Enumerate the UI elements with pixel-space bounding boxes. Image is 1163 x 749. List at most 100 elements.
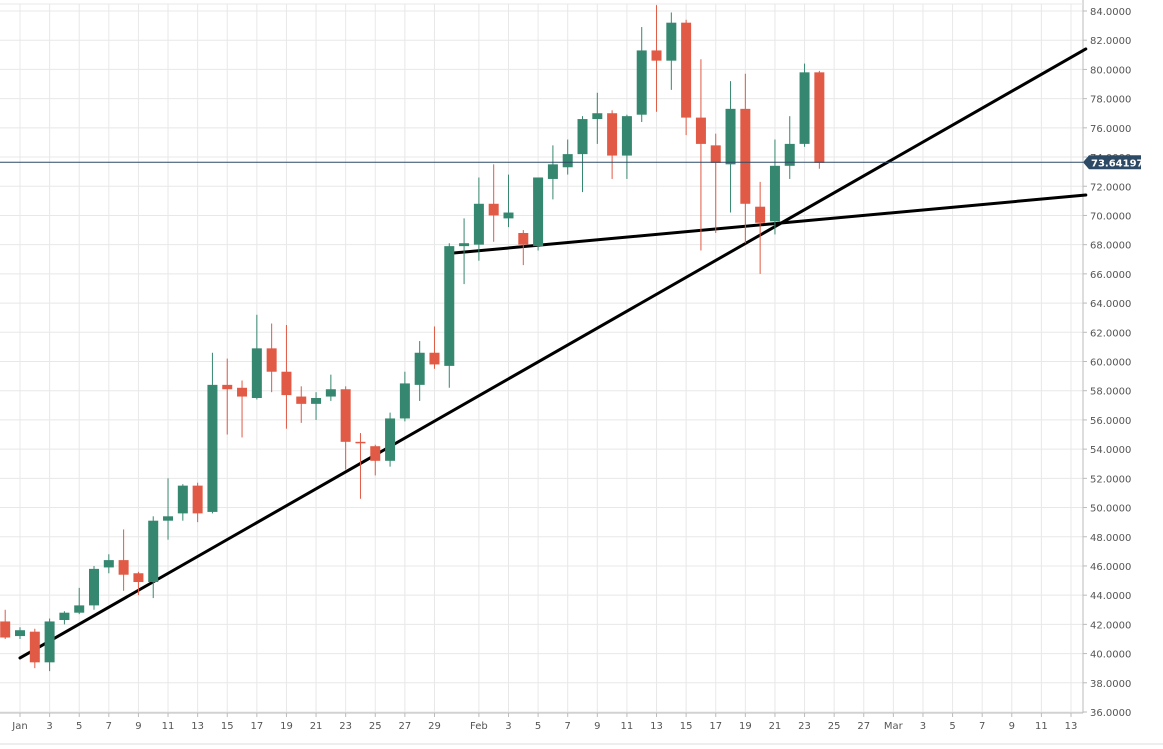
candle-body — [710, 145, 721, 163]
candle-up — [473, 177, 484, 261]
x-tick-label: 9 — [1009, 721, 1015, 732]
candles — [0, 5, 825, 672]
candle-body — [103, 560, 114, 568]
x-tick-label: Mar — [884, 721, 904, 732]
x-tick-label: 23 — [798, 721, 811, 732]
candle-body — [666, 22, 677, 61]
candle-up — [414, 341, 425, 401]
y-tick-label: 50.0000 — [1090, 504, 1131, 515]
current-price-tag — [1083, 155, 1141, 170]
candle-body — [29, 631, 40, 663]
x-tick-label: 11 — [1035, 721, 1048, 732]
y-tick-label: 82.0000 — [1090, 36, 1131, 47]
x-tick-label: 5 — [535, 721, 541, 732]
candle-up — [163, 478, 174, 540]
x-tick-label: 27 — [399, 721, 412, 732]
candle-body — [148, 520, 159, 583]
x-tick-label: 15 — [680, 721, 693, 732]
candle-body — [740, 108, 751, 204]
candle-body — [222, 384, 233, 390]
x-tick-label: 3 — [46, 721, 52, 732]
x-tick-label: Jan — [11, 721, 27, 732]
candle-up — [399, 371, 410, 422]
x-tick-label: 11 — [621, 721, 634, 732]
candle-body — [133, 573, 144, 583]
candle-up — [459, 218, 470, 285]
candle-body — [488, 203, 499, 216]
candle-up — [89, 565, 100, 610]
candle-down — [0, 609, 11, 639]
y-tick-label: 40.0000 — [1090, 650, 1131, 661]
candle-body — [281, 371, 292, 396]
candle-body — [74, 605, 85, 613]
y-tick-label: 84.0000 — [1090, 7, 1131, 18]
candle-up — [15, 627, 25, 639]
trendline — [18, 47, 1088, 660]
x-tick-label: 15 — [221, 721, 234, 732]
candle-body — [207, 384, 218, 512]
y-tick-label: 70.0000 — [1090, 211, 1131, 222]
x-tick-label: 23 — [339, 721, 352, 732]
candle-up — [621, 114, 632, 179]
x-tick-label: 19 — [280, 721, 293, 732]
x-tick-label: 7 — [565, 721, 571, 732]
current-price-marker: 73.641972 — [0, 155, 1151, 170]
candle-body — [473, 203, 484, 245]
candle-up — [325, 374, 336, 401]
candle-body — [518, 232, 529, 245]
x-tick-label: 5 — [76, 721, 82, 732]
candle-down — [192, 482, 203, 523]
candle-down — [740, 73, 751, 244]
candle-up — [207, 352, 218, 514]
y-tick-label: 62.0000 — [1090, 328, 1131, 339]
x-tick-label: 3 — [920, 721, 926, 732]
y-tick-label: 66.0000 — [1090, 270, 1131, 281]
y-tick-label: 64.0000 — [1090, 299, 1131, 310]
x-tick-label: 13 — [1065, 721, 1078, 732]
y-tick-label: 38.0000 — [1090, 679, 1131, 690]
candle-down — [518, 230, 529, 266]
candle-down — [695, 59, 706, 251]
candle-down — [222, 358, 233, 435]
candle-body — [399, 383, 410, 419]
candle-body — [385, 418, 396, 461]
candle-body — [296, 396, 307, 404]
candle-body — [251, 348, 262, 399]
y-tick-label: 42.0000 — [1090, 620, 1131, 631]
candle-body — [681, 22, 692, 118]
x-tick-label: 5 — [949, 721, 955, 732]
candle-up — [59, 611, 70, 625]
candle-up — [769, 139, 780, 235]
candle-down — [355, 433, 366, 499]
candle-down — [237, 380, 248, 438]
trendline — [447, 193, 1088, 255]
candle-up — [562, 139, 573, 175]
candle-body — [370, 446, 381, 461]
candle-body — [414, 352, 425, 385]
x-tick-label: 25 — [828, 721, 841, 732]
candle-up — [103, 554, 114, 574]
y-tick-label: 80.0000 — [1090, 65, 1131, 76]
candle-up — [44, 618, 55, 672]
x-tick-label: 9 — [135, 721, 141, 732]
candle-body — [695, 117, 706, 144]
candle-body — [444, 246, 455, 366]
candle-body — [636, 50, 647, 115]
candle-up — [444, 243, 455, 388]
candle-body — [355, 441, 366, 444]
candle-up — [503, 174, 514, 228]
candle-body — [503, 212, 514, 219]
candle-body — [592, 113, 603, 120]
candle-down — [755, 181, 766, 274]
candle-body — [429, 352, 440, 365]
candle-body — [533, 177, 544, 247]
candle-down — [710, 133, 721, 233]
candle-body — [118, 560, 129, 575]
y-tick-label: 58.0000 — [1090, 387, 1131, 398]
candle-body — [15, 630, 25, 637]
candle-body — [621, 116, 632, 156]
candle-down — [681, 19, 692, 136]
candle-body — [577, 119, 588, 155]
